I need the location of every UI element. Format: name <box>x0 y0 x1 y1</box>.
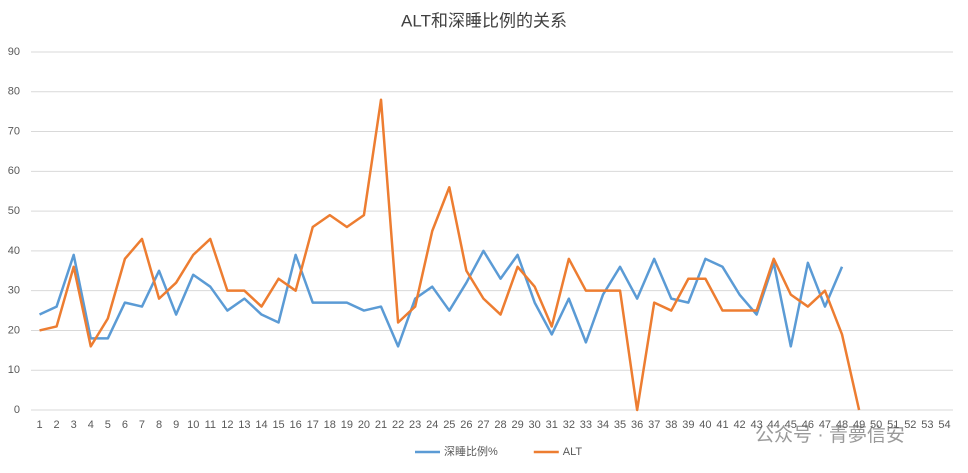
y-tick-label: 0 <box>14 404 20 416</box>
x-tick-label: 11 <box>205 419 216 431</box>
x-tick-label: 5 <box>105 419 111 431</box>
legend-label: ALT <box>563 446 583 458</box>
x-tick-label: 12 <box>221 419 233 431</box>
chart-title: ALT和深睡比例的关系 <box>401 11 567 30</box>
x-tick-label: 10 <box>187 419 199 431</box>
x-tick-label: 44 <box>768 419 780 431</box>
y-tick-label: 40 <box>8 245 20 257</box>
x-tick-label: 23 <box>409 419 421 431</box>
x-tick-label: 17 <box>307 419 319 431</box>
x-tick-label: 24 <box>426 419 438 431</box>
y-tick-label: 10 <box>8 364 20 376</box>
x-tick-label: 50 <box>870 419 882 431</box>
x-tick-label: 25 <box>443 419 455 431</box>
x-tick-label: 27 <box>477 419 489 431</box>
y-tick-label: 60 <box>8 165 20 177</box>
x-tick-label: 33 <box>580 419 592 431</box>
x-tick-label: 13 <box>238 419 250 431</box>
x-tick-label: 8 <box>156 419 162 431</box>
x-tick-label: 52 <box>904 419 916 431</box>
x-tick-label: 15 <box>272 419 284 431</box>
x-tick-label: 9 <box>173 419 179 431</box>
line-series <box>39 98 861 412</box>
x-tick-label: 26 <box>460 419 472 431</box>
y-tick-label: 20 <box>8 324 20 336</box>
y-tick-label: 80 <box>8 86 20 98</box>
x-tick-label: 42 <box>733 419 745 431</box>
line-series <box>39 249 844 348</box>
x-tick-label: 16 <box>290 419 302 431</box>
x-tick-label: 41 <box>716 419 728 431</box>
x-tick-label: 36 <box>631 419 643 431</box>
x-tick-label: 34 <box>597 419 609 431</box>
x-tick-label: 20 <box>358 419 370 431</box>
x-tick-label: 47 <box>819 419 831 431</box>
x-tick-label: 1 <box>36 419 42 431</box>
x-tick-label: 46 <box>802 419 814 431</box>
x-tick-label: 40 <box>699 419 711 431</box>
x-tick-label: 2 <box>54 419 60 431</box>
y-tick-label: 30 <box>8 285 20 297</box>
y-tick-label: 50 <box>8 205 20 217</box>
x-tick-label: 29 <box>511 419 523 431</box>
x-tick-label: 18 <box>324 419 336 431</box>
x-tick-label: 4 <box>88 419 94 431</box>
legend-label: 深睡比例% <box>444 444 498 458</box>
x-tick-label: 28 <box>494 419 506 431</box>
x-tick-label: 19 <box>341 419 353 431</box>
x-tick-label: 7 <box>139 419 145 431</box>
y-tick-label: 70 <box>8 125 20 137</box>
x-tick-label: 54 <box>938 419 950 431</box>
x-tick-label: 49 <box>853 419 865 431</box>
x-tick-label: 48 <box>836 419 848 431</box>
x-tick-label: 21 <box>375 419 387 431</box>
x-tick-label: 3 <box>71 419 77 431</box>
x-tick-label: 37 <box>648 419 660 431</box>
x-tick-label: 14 <box>255 419 267 431</box>
x-tick-label: 35 <box>614 419 626 431</box>
x-tick-label: 53 <box>921 419 933 431</box>
x-tick-label: 31 <box>546 419 558 431</box>
x-tick-label: 30 <box>529 419 541 431</box>
x-tick-label: 38 <box>665 419 677 431</box>
x-tick-label: 32 <box>563 419 575 431</box>
x-tick-label: 6 <box>122 419 128 431</box>
y-tick-label: 90 <box>8 46 20 58</box>
x-tick-label: 51 <box>887 419 899 431</box>
watermark: 公众号 · 青夢信安 <box>755 424 905 446</box>
x-tick-label: 43 <box>751 419 763 431</box>
x-tick-label: 45 <box>785 419 797 431</box>
x-tick-label: 39 <box>682 419 694 431</box>
x-tick-label: 22 <box>392 419 404 431</box>
